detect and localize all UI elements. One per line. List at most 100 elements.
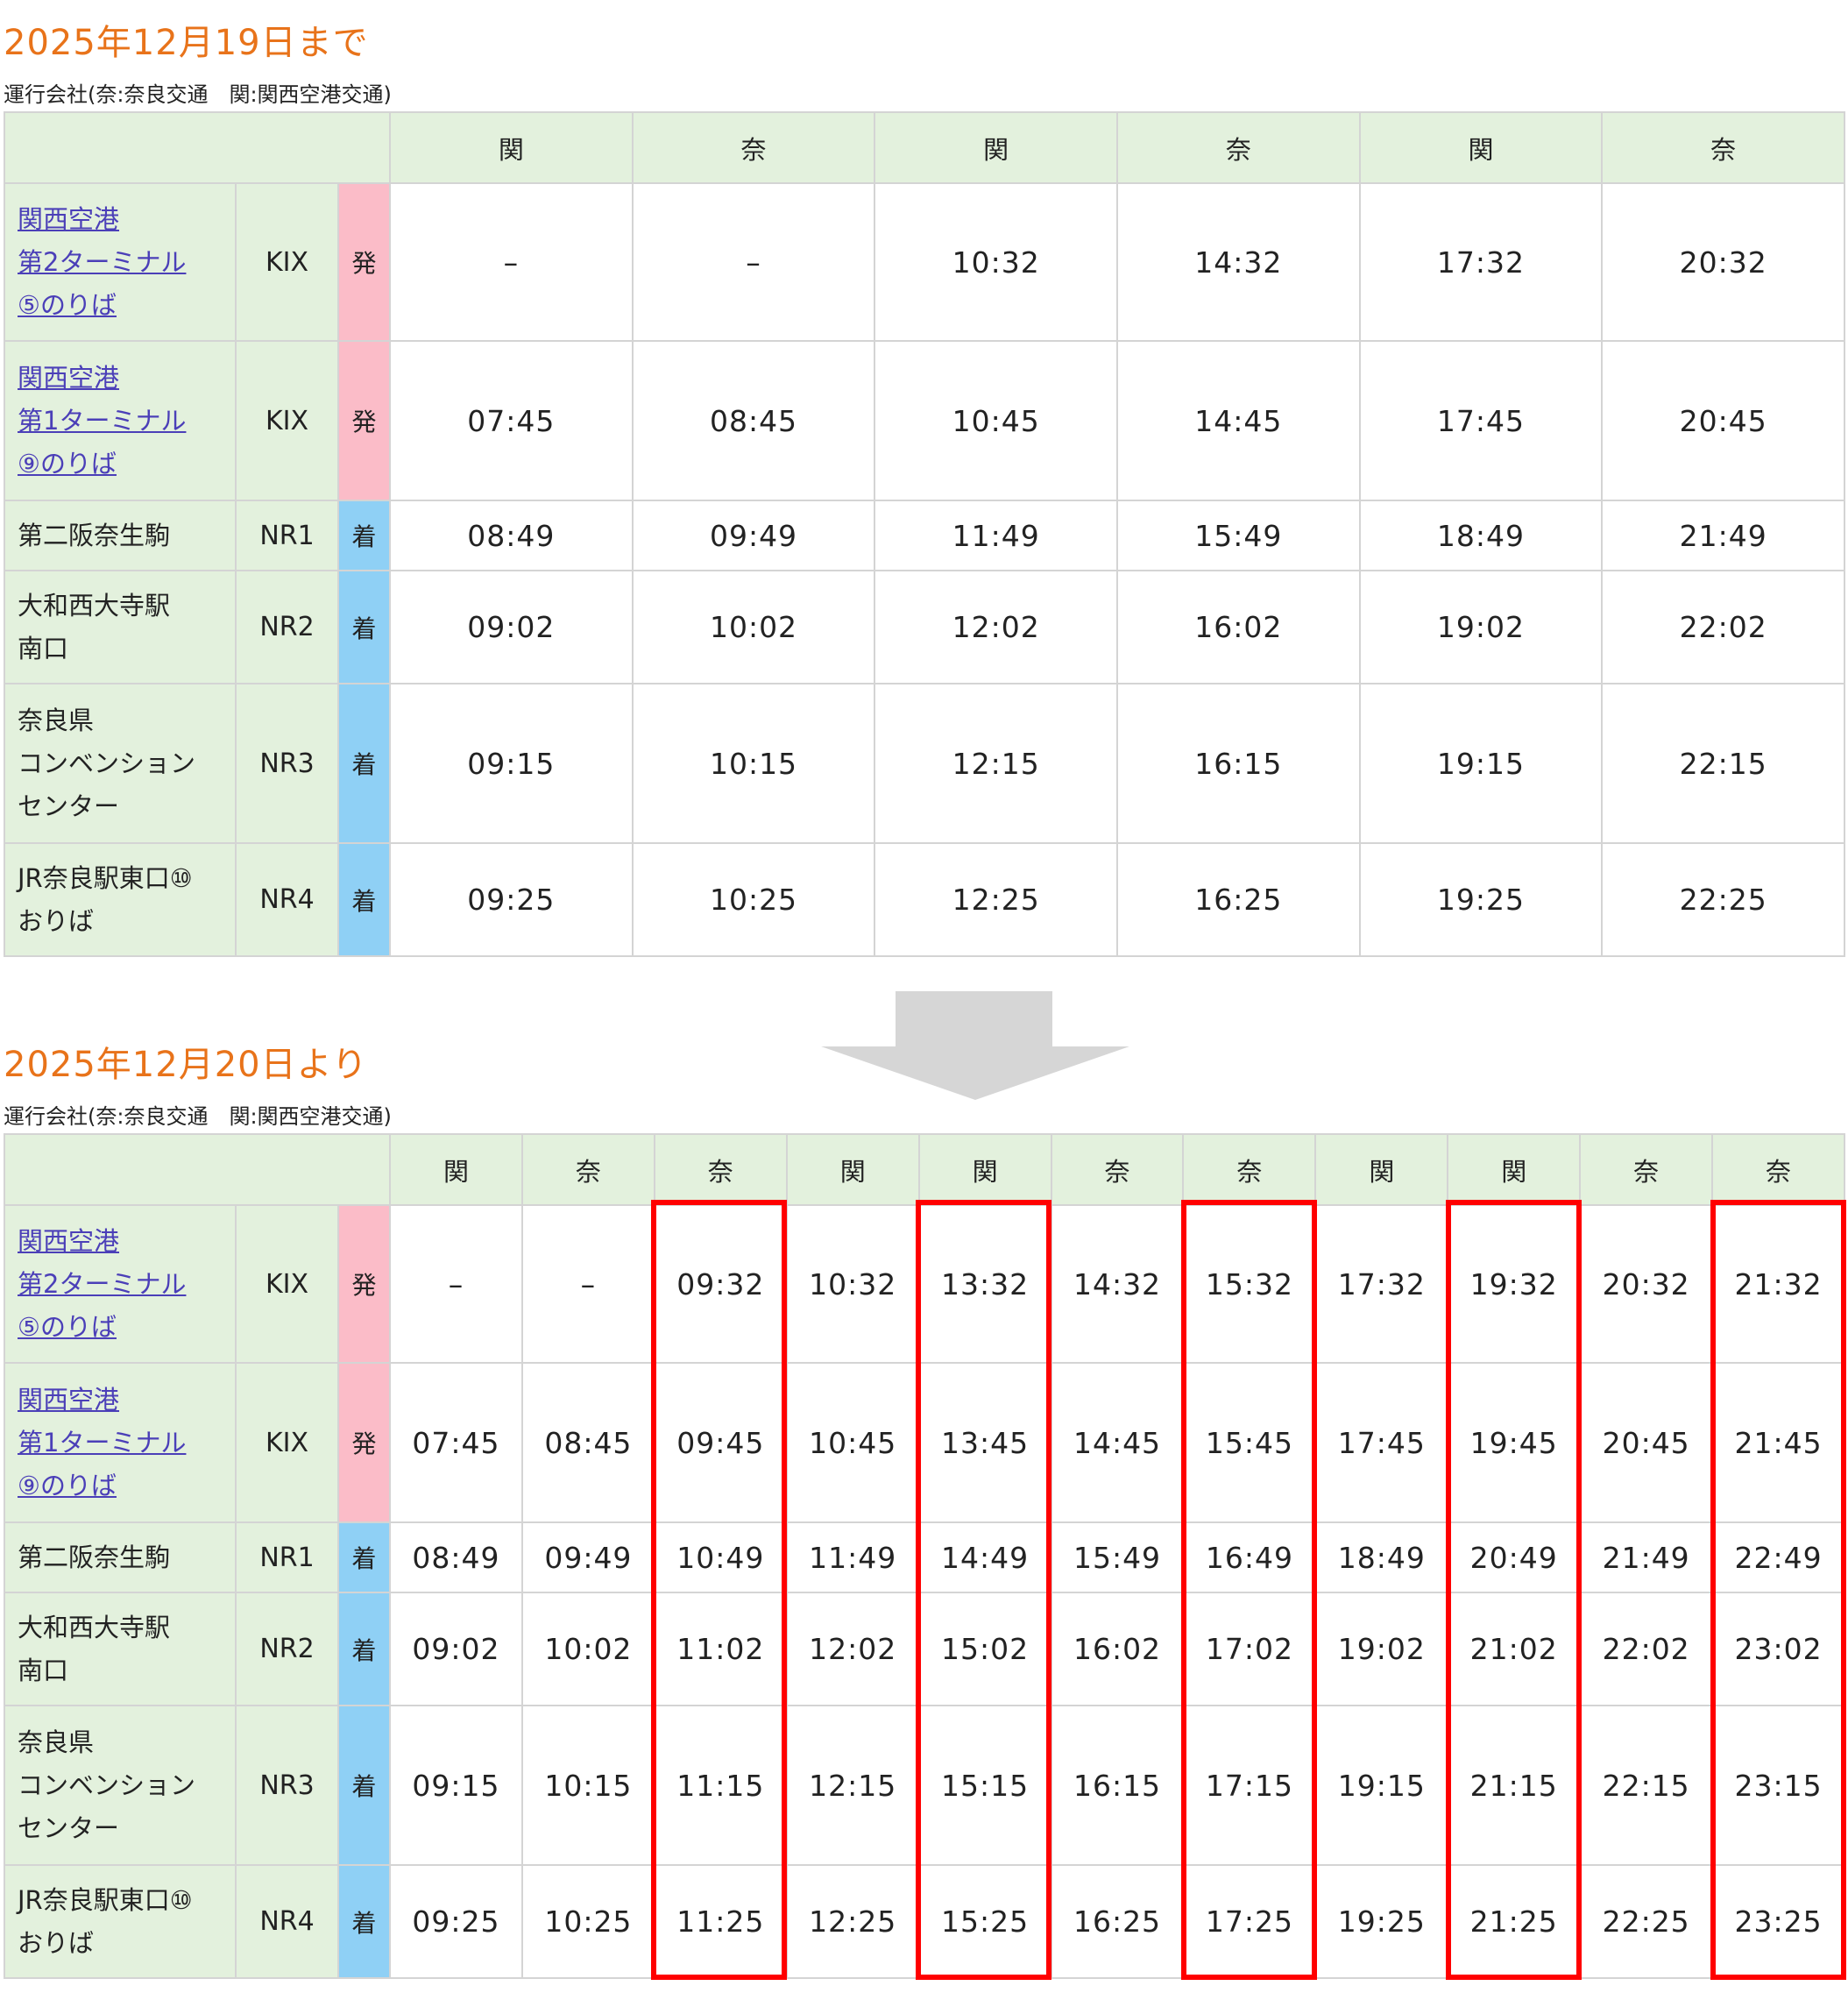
arrival-badge: 着: [336, 1592, 392, 1706]
stop-row: JR奈良駅東口⑩ おりば NR4 着 09:25 10:25 11:25 12:25 15:25…: [4, 1864, 1845, 1979]
time-cell: 19:25: [1358, 842, 1604, 957]
highlight-box: [1180, 1200, 1317, 1980]
time-cell: 12:25: [874, 842, 1118, 957]
highlight-box: [916, 1200, 1052, 1980]
stop-row: 奈良県 コンベンション センター NR3 着 09:15 10:15 12:15 16:15 19…: [4, 683, 1845, 844]
stop-code: NR2: [235, 1592, 339, 1706]
time-cell: 09:45: [653, 1362, 788, 1523]
time-cell: 18:49: [1358, 500, 1604, 571]
stop-link[interactable]: ⑤のりば: [18, 289, 117, 320]
stop-row: 関西空港 第2ターミナル ⑤のりば KIX 発 – –09:32 10:32 13:32 14:3…: [4, 1204, 1845, 1364]
stop-name-line: 南口: [18, 1655, 69, 1685]
stop-name-line: JR奈良駅東口⑩: [18, 862, 193, 893]
operator-header: 奈: [653, 1133, 788, 1206]
time-cell: 12:25: [785, 1864, 920, 1979]
time-cell: 17:25: [1182, 1864, 1317, 1979]
time-cell: 10:15: [631, 683, 876, 844]
time-cell: 19:15: [1314, 1705, 1449, 1866]
timetable-until-dec19: 関奈関奈関奈関西空港 第2ターミナル ⑤のりば KIX 発 – –10:32 14:32 17:…: [3, 111, 1845, 957]
stop-code: KIX: [235, 1204, 339, 1364]
time-cell: 15:02: [917, 1592, 1052, 1706]
stop-code: NR2: [235, 570, 339, 684]
operator-header: 関: [917, 1133, 1052, 1206]
time-cell: 18:49: [1314, 1521, 1449, 1593]
stop-row: 大和西大寺駅 南口 NR2 着 09:02 10:02 12:02 16:02 19:02 22:…: [4, 570, 1845, 684]
stop-link[interactable]: ⑨のりば: [18, 1470, 117, 1500]
time-cell: 10:02: [631, 570, 876, 684]
time-cell: –: [520, 1204, 655, 1364]
stop-link[interactable]: ⑨のりば: [18, 448, 117, 479]
time-cell: 09:15: [389, 683, 634, 844]
stop-name[interactable]: 関西空港第1ターミナル ⑨のりば: [4, 340, 237, 501]
stop-name-line: おりば: [18, 1927, 95, 1958]
stop-name-line: コンベンション: [18, 1770, 196, 1800]
operator-header: 奈: [1050, 1133, 1185, 1206]
time-cell: 15:15: [917, 1705, 1052, 1866]
stop-name: JR奈良駅東口⑩ おりば: [4, 1864, 237, 1979]
time-cell: 12:15: [785, 1705, 920, 1866]
time-cell: 19:45: [1447, 1362, 1582, 1523]
time-cell: 20:45: [1601, 340, 1845, 501]
operator-header: 関: [1447, 1133, 1582, 1206]
time-cell: 16:02: [1116, 570, 1361, 684]
time-cell: 15:49: [1116, 500, 1361, 571]
arrival-badge: 着: [336, 570, 392, 684]
time-cell: 10:45: [785, 1362, 920, 1523]
time-cell: 11:49: [874, 500, 1118, 571]
stop-name-line: センター: [18, 791, 120, 821]
time-cell: 07:45: [389, 1362, 523, 1523]
time-cell: 17:02: [1182, 1592, 1317, 1706]
time-cell: 22:25: [1579, 1864, 1714, 1979]
time-cell: 14:32: [1050, 1204, 1185, 1364]
time-cell: 14:32: [1116, 182, 1361, 342]
operator-header: 奈: [1116, 111, 1361, 184]
time-cell: 20:49: [1447, 1521, 1582, 1593]
stop-name-line: おりば: [18, 905, 95, 936]
time-cell: 08:45: [520, 1362, 655, 1523]
stop-code: KIX: [235, 340, 339, 501]
stop-name[interactable]: 関西空港第2ターミナル ⑤のりば: [4, 182, 237, 342]
time-cell: 22:15: [1601, 683, 1845, 844]
section1-operators: 運行会社(奈:奈良交通 関:関西空港交通): [4, 82, 392, 107]
stop-link[interactable]: 関西空港: [18, 1384, 120, 1415]
stop-row: 関西空港 第1ターミナル ⑨のりば KIX 発 07:45 08:45 10:45 14:45 1…: [4, 340, 1845, 501]
stop-link[interactable]: ⑤のりば: [18, 1311, 117, 1342]
time-cell: 10:32: [785, 1204, 920, 1364]
stop-link[interactable]: 第1ターミナル: [18, 1427, 187, 1457]
time-cell: 19:15: [1358, 683, 1604, 844]
section2-operators: 運行会社(奈:奈良交通 関:関西空港交通): [4, 1104, 392, 1129]
time-cell: 16:25: [1116, 842, 1361, 957]
time-cell: 16:02: [1050, 1592, 1185, 1706]
arrival-badge: 着: [336, 1705, 392, 1866]
stop-name[interactable]: 関西空港第2ターミナル ⑤のりば: [4, 1204, 237, 1364]
time-cell: 19:02: [1358, 570, 1604, 684]
time-cell: 10:02: [520, 1592, 655, 1706]
stop-name[interactable]: 関西空港第1ターミナル ⑨のりば: [4, 1362, 237, 1523]
time-cell: 17:15: [1182, 1705, 1317, 1866]
stop-link[interactable]: 関西空港: [18, 1225, 120, 1256]
header-blank: [3, 1133, 392, 1206]
stop-link[interactable]: 第2ターミナル: [18, 1268, 187, 1299]
stop-name-line: 第二阪奈生駒: [18, 520, 171, 550]
time-cell: 22:02: [1601, 570, 1845, 684]
stop-name-line: 大和西大寺駅: [18, 1612, 171, 1642]
stop-link[interactable]: 関西空港: [18, 203, 120, 234]
arrival-badge: 着: [336, 500, 392, 571]
stop-link[interactable]: 第1ターミナル: [18, 405, 187, 436]
time-cell: 12:15: [874, 683, 1118, 844]
time-cell: 09:25: [389, 1864, 523, 1979]
stop-link[interactable]: 関西空港: [18, 362, 120, 393]
time-cell: 10:45: [874, 340, 1118, 501]
time-cell: 20:45: [1579, 1362, 1714, 1523]
stop-link[interactable]: 第2ターミナル: [18, 246, 187, 277]
operator-header: 奈: [1579, 1133, 1714, 1206]
time-cell: 10:25: [520, 1864, 655, 1979]
time-cell: 22:02: [1579, 1592, 1714, 1706]
stop-code: NR1: [235, 500, 339, 571]
stop-name: 奈良県 コンベンション センター: [4, 683, 237, 844]
section2-title: 2025年12月20日より: [4, 1045, 368, 1085]
time-cell: 11:15: [653, 1705, 788, 1866]
time-cell: 17:45: [1314, 1362, 1449, 1523]
time-cell: 22:25: [1601, 842, 1845, 957]
time-cell: 11:25: [653, 1864, 788, 1979]
